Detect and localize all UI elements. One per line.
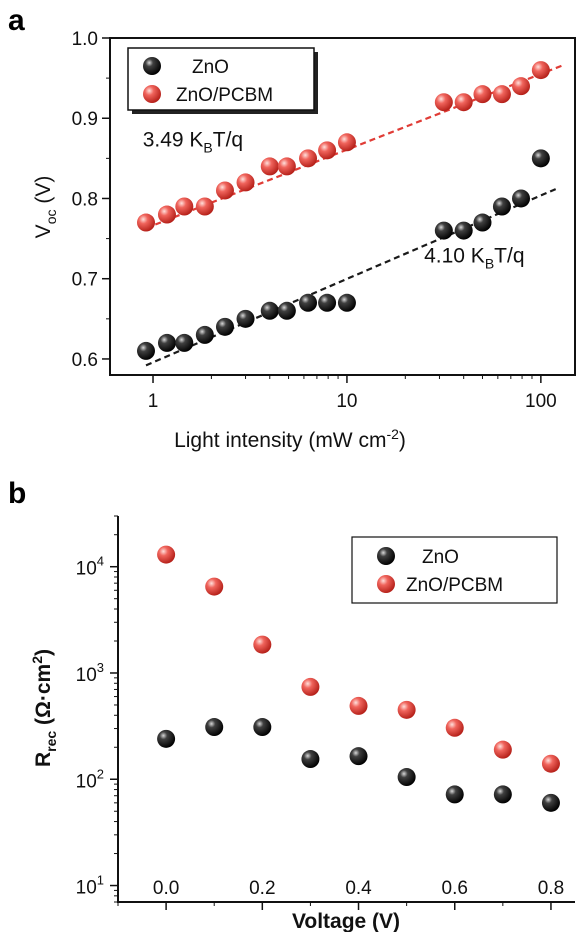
x-tick-label-a: 10 [336,391,357,412]
data-point-b-zno [157,729,176,748]
data-points-a [136,61,550,360]
data-point-b-zno-pcbm [205,577,224,596]
x-tick-label-b: 0.0 [153,878,179,899]
data-point-zno-pcbm [236,173,255,192]
data-point-zno [136,341,155,360]
legend-label-zno: ZnO [192,57,229,78]
data-points-b [157,545,560,812]
data-point-zno [260,301,279,320]
x-axis-title-b: Voltage (V) [292,910,400,932]
data-point-zno [512,189,531,208]
data-point-zno-pcbm [195,197,214,216]
y-axis-title-b: Rrec (Ω·cm2) [29,649,59,767]
data-point-zno-pcbm [260,157,279,176]
data-point-zno-pcbm [337,133,356,152]
data-point-b-zno [205,718,224,737]
data-point-zno-pcbm [318,141,337,160]
data-point-b-zno-pcbm [493,740,512,759]
data-point-b-zno-pcbm [253,635,272,654]
axis-ticks-a: 1 10 100 0.6 0.7 0.8 0.9 1.0 [72,29,557,412]
data-point-zno-pcbm [136,213,155,232]
legend-label-zno-b: ZnO [422,547,459,568]
data-point-zno-pcbm [299,149,318,168]
legend-marker-pcbm-b [377,575,395,593]
legend-label-pcbm-b: ZnO/PCBM [406,575,503,596]
data-point-b-zno-pcbm [349,696,368,715]
data-point-b-zno [445,785,464,804]
data-point-zno-pcbm [531,61,550,80]
y-tick-label-a: 0.8 [72,189,98,210]
data-point-zno-pcbm [434,93,453,112]
y-tick-label-b: 101 [76,873,104,899]
y-tick-label-b: 102 [76,766,104,792]
y-axis-title-a: Voc (V) [32,176,59,239]
x-tick-label-a: 1 [148,391,159,412]
y-tick-label-a: 0.7 [72,270,98,291]
data-point-zno-pcbm [277,157,296,176]
legend-marker-zno [143,57,161,75]
x-tick-label-b: 0.2 [249,878,275,899]
data-point-zno-pcbm [215,181,234,200]
data-point-b-zno [397,768,416,787]
data-point-zno-pcbm [492,85,511,104]
x-axis-title-a: Light intensity (mW cm-2) [174,426,406,452]
legend-marker-pcbm [143,85,161,103]
panel-a: 1 10 100 0.6 0.7 0.8 0.9 1.0 3.49 KBT/q 4.10 KB… [32,29,576,452]
data-point-zno [318,293,337,312]
y-tick-label-a: 0.6 [72,350,98,371]
x-tick-label-b: 0.4 [345,878,372,899]
legend-b: ZnO ZnO/PCBM [351,536,558,604]
y-tick-label-b: 103 [76,660,104,686]
data-point-b-zno [253,718,272,737]
data-point-zno [454,221,473,240]
data-point-b-zno [349,747,368,766]
legend-label-pcbm: ZnO/PCBM [176,85,273,106]
data-point-b-zno-pcbm [301,677,320,696]
data-point-b-zno-pcbm [541,754,560,773]
y-tick-label-b: 104 [76,554,104,580]
x-tick-label-a: 100 [525,391,557,412]
data-point-zno-pcbm [175,197,194,216]
panel-label-b: b [8,477,26,510]
data-point-b-zno [541,793,560,812]
data-point-zno [195,325,214,344]
data-point-b-zno-pcbm [397,700,416,719]
legend-marker-zno-b [377,547,395,565]
axis-ticks-b: 0.0 0.2 0.4 0.6 0.8 101 102 103 104 [76,515,564,910]
plot-frame-a [109,37,576,376]
data-point-zno [299,293,318,312]
y-tick-label-a: 0.9 [72,109,98,130]
data-point-zno-pcbm [512,77,531,96]
panel-label-a: a [8,4,25,37]
legend-a: ZnO ZnO/PCBM [127,47,318,114]
data-point-zno-pcbm [157,205,176,224]
data-point-zno [531,149,550,168]
x-tick-label-b: 0.6 [442,878,468,899]
data-point-zno [473,213,492,232]
data-point-zno [236,309,255,328]
data-point-zno-pcbm [473,85,492,104]
annotation-slope-zno: 4.10 KBT/q [424,245,524,272]
data-point-zno [175,333,194,352]
data-point-zno [434,221,453,240]
data-point-b-zno [493,785,512,804]
data-point-zno [277,301,296,320]
data-point-zno [215,317,234,336]
annotation-slope-pcbm: 3.49 KBT/q [143,128,243,155]
data-point-zno-pcbm [454,93,473,112]
data-point-b-zno-pcbm [445,718,464,737]
y-tick-label-a: 1.0 [72,29,98,50]
legend-box [127,47,315,111]
data-point-b-zno-pcbm [157,545,176,564]
panel-b: 0.0 0.2 0.4 0.6 0.8 101 102 103 104 ZnO ZnO/PCBM… [29,515,575,932]
data-point-zno [157,333,176,352]
data-point-zno [492,197,511,216]
data-point-zno [337,293,356,312]
data-point-b-zno [301,750,320,769]
x-tick-label-b: 0.8 [538,878,564,899]
